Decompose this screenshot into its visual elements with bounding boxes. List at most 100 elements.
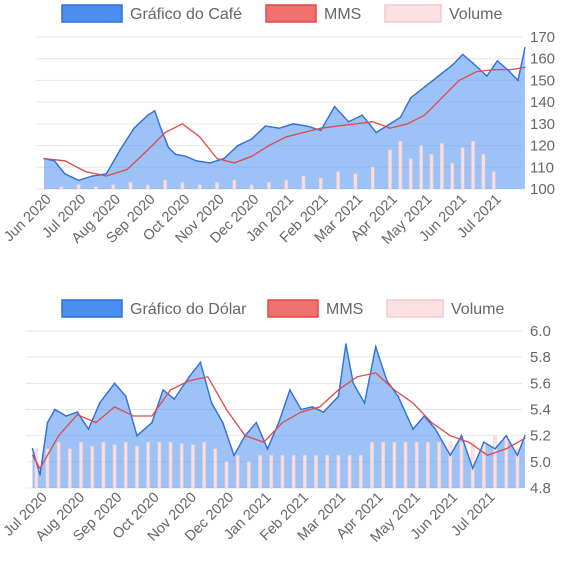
y-tick-label: 110 <box>530 159 554 176</box>
volume-bar <box>398 140 403 190</box>
mms-point <box>151 415 153 417</box>
price-area <box>44 47 525 190</box>
mms-point <box>356 376 358 378</box>
mms-point <box>337 389 339 391</box>
mms-point <box>58 435 60 437</box>
price-point <box>77 179 80 182</box>
volume-bar <box>481 154 486 190</box>
price-point <box>322 411 325 413</box>
price-point <box>300 408 302 411</box>
legend-swatch <box>267 299 319 318</box>
mms-point <box>524 437 526 439</box>
volume-bar <box>388 149 392 190</box>
price-point <box>221 421 224 424</box>
price-point <box>153 110 156 112</box>
legend-label: Volume <box>449 6 502 23</box>
mms-point <box>244 435 246 437</box>
volume-bar <box>56 441 61 489</box>
volume-bar <box>493 435 497 489</box>
volume-bar <box>403 441 408 489</box>
volume-bar <box>224 461 229 489</box>
volume-bar <box>381 441 386 489</box>
price-point <box>98 402 101 404</box>
mms-point <box>393 389 395 391</box>
volume-bar <box>414 441 419 489</box>
volume-bar <box>353 173 358 190</box>
volume-bar <box>491 171 496 190</box>
mms-point <box>84 171 87 173</box>
price-point <box>160 129 163 132</box>
mms-point <box>64 160 66 162</box>
y-tick-label: 5.6 <box>530 375 551 392</box>
grid: 100 110 120 130 140 150 160 170 <box>36 29 555 198</box>
price-point <box>397 395 399 398</box>
legend-label: Gráfico do Café <box>130 6 242 23</box>
legend-item: MMS <box>267 299 363 318</box>
mms-point <box>147 149 149 151</box>
volume-bar <box>215 182 219 190</box>
mms-point <box>424 114 426 116</box>
price-point <box>278 127 281 129</box>
mms-point <box>493 68 495 71</box>
volume-bar <box>145 184 150 190</box>
legend-label: MMS <box>326 301 363 318</box>
mms-point <box>487 454 489 456</box>
mms-point <box>268 144 270 147</box>
volume-bar <box>515 448 520 489</box>
price-point <box>333 105 336 108</box>
mms-point <box>524 66 526 68</box>
price-point <box>337 395 340 398</box>
legend-item: Gráfico do Dólar <box>61 299 247 318</box>
price-point <box>119 149 121 151</box>
price-point <box>361 114 364 116</box>
coffee-chart-panel: 100 110 120 130 140 150 160 170 Jun 2020 Jul 2020… <box>0 0 580 280</box>
mms-point <box>207 376 209 378</box>
volume-bar <box>232 180 237 190</box>
volume-bar <box>90 445 95 489</box>
mms-point <box>164 131 166 134</box>
legend-label: Volume <box>451 301 504 318</box>
volume-bar <box>459 441 464 489</box>
mms-point <box>233 162 235 164</box>
y-tick-label: 5.8 <box>530 349 551 366</box>
price-point <box>472 62 474 64</box>
price-point <box>352 382 355 385</box>
legend-item: Gráfico do Café <box>61 4 242 23</box>
legend: Gráfico do Café MMS Volume <box>61 4 502 23</box>
mms-point <box>105 175 107 177</box>
y-tick-label: 140 <box>530 94 555 111</box>
volume-bar <box>325 455 330 489</box>
volume-bar <box>482 441 486 489</box>
mms-point <box>302 131 305 134</box>
price-point <box>264 125 267 127</box>
mms-point <box>372 121 374 123</box>
price-point <box>494 447 496 450</box>
dollar-chart-panel: 4.8 5.0 5.2 5.4 5.6 5.8 6.0 Jul 2020 Aug 2020 Sep… <box>0 292 580 563</box>
mms-point <box>132 415 134 417</box>
mms-point <box>510 68 512 71</box>
mms-point <box>354 123 356 125</box>
volume-bar <box>370 167 375 190</box>
price-point <box>375 131 377 134</box>
volume-bar <box>437 441 441 489</box>
mms-point <box>169 389 172 391</box>
mms-point <box>181 123 183 125</box>
legend-swatch <box>386 299 444 318</box>
volume-bar <box>301 175 306 190</box>
mms-point <box>320 127 322 129</box>
price-area <box>32 344 525 488</box>
price-point <box>460 434 463 437</box>
y-tick-label: 5.4 <box>530 402 551 419</box>
volume-bar <box>168 441 173 489</box>
legend-label: Gráfico do Dólar <box>130 301 247 318</box>
price-points <box>31 343 526 476</box>
price-point <box>266 447 269 450</box>
volume-bar <box>370 441 374 489</box>
volume-bar <box>392 441 397 489</box>
volume-bar <box>79 441 83 489</box>
volume-bar <box>302 455 307 489</box>
volume-bar <box>179 443 184 489</box>
volume-bar <box>267 182 271 190</box>
